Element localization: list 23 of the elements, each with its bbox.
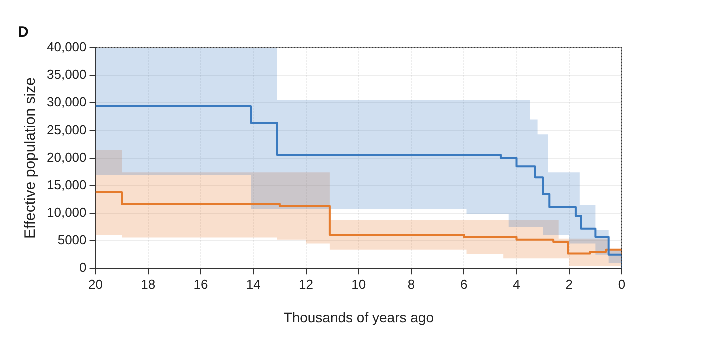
y-tick-label: 35,000 [46,67,87,82]
x-tick-label: 4 [513,276,520,292]
x-axis-title: Thousands of years ago [284,309,434,326]
chart-title: D [18,24,29,42]
x-tick-label: 18 [141,276,156,292]
x-tick-label: 10 [352,276,366,292]
x-tick-label: 8 [408,276,416,292]
y-tick-label: 40,000 [46,40,87,55]
x-tick-label: 16 [194,276,208,292]
y-tick-label: 30,000 [46,94,87,110]
x-tick-label: 6 [460,276,468,292]
x-tick-label: 20 [88,276,103,292]
y-axis-title: Effective population size [22,78,40,240]
x-tick-label: 0 [618,276,626,292]
x-tick-label: 14 [246,276,261,292]
y-tick-label: 0 [80,260,87,276]
x-tick-label: 2 [566,276,573,292]
y-tick-label: 25,000 [46,122,87,138]
y-tick-label: 20,000 [46,150,87,165]
y-tick-label: 5000 [58,232,87,248]
y-tick-label: 15,000 [46,177,87,192]
x-tick-label: 12 [299,276,314,292]
y-tick-label: 10,000 [46,205,87,220]
